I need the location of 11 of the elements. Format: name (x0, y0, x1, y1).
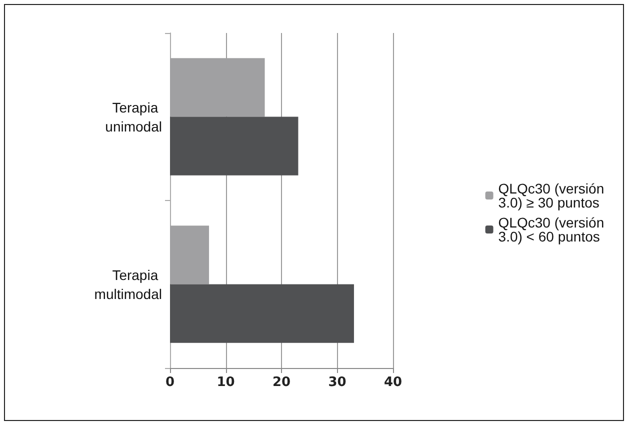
x-tick-label: 10 (216, 375, 235, 390)
x-tick-label: 0 (165, 375, 175, 390)
legend-label: QLQc30 (versión 3.0) ≥ 30 puntos (498, 180, 608, 210)
x-tick-label: 20 (272, 375, 291, 390)
y-tick-label: Terapia multimodal (94, 266, 162, 302)
legend-label: QLQc30 (versión 3.0) < 60 puntos (498, 214, 608, 244)
bar (170, 116, 298, 176)
x-tick-label: 40 (384, 375, 402, 390)
x-tick-label: 30 (328, 375, 346, 390)
bar (170, 284, 354, 343)
y-tick-label: Terapia unimodal (105, 99, 162, 134)
